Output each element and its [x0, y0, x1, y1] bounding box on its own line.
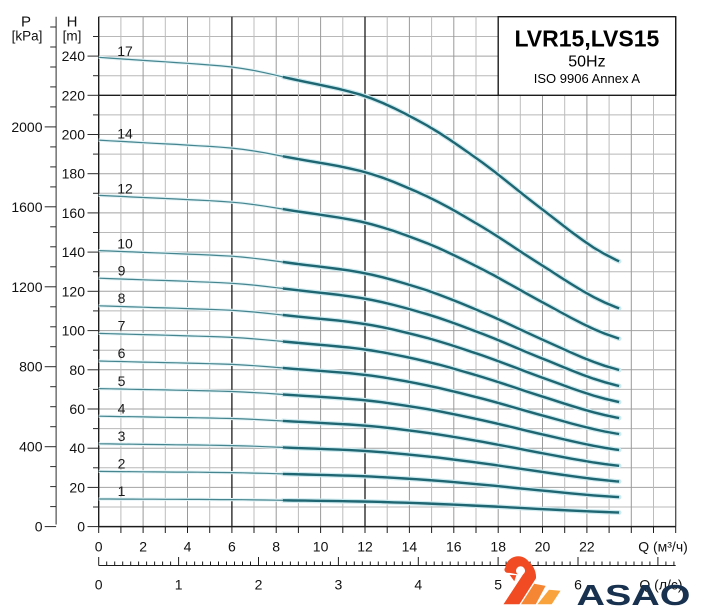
svg-text:0: 0: [77, 519, 85, 535]
svg-text:[kPa]: [kPa]: [12, 29, 43, 44]
svg-text:3: 3: [118, 428, 126, 444]
svg-text:4: 4: [118, 400, 126, 416]
svg-text:40: 40: [69, 440, 85, 456]
svg-text:16: 16: [446, 539, 462, 555]
svg-text:2000: 2000: [11, 119, 42, 135]
svg-text:160: 160: [62, 205, 86, 221]
svg-text:5: 5: [118, 373, 126, 389]
svg-text:2: 2: [255, 577, 263, 593]
svg-text:22: 22: [579, 539, 595, 555]
svg-text:P: P: [21, 14, 31, 31]
svg-text:220: 220: [62, 87, 86, 103]
svg-text:120: 120: [62, 283, 86, 299]
svg-text:10: 10: [313, 539, 329, 555]
svg-text:4: 4: [414, 577, 422, 593]
svg-text:60: 60: [69, 401, 85, 417]
svg-text:8: 8: [272, 539, 280, 555]
svg-text:4: 4: [184, 539, 192, 555]
svg-text:0: 0: [95, 577, 103, 593]
svg-text:12: 12: [357, 539, 373, 555]
svg-text:400: 400: [19, 439, 43, 455]
svg-text:ISO 9906 Annex A: ISO 9906 Annex A: [534, 71, 641, 86]
svg-text:2: 2: [139, 539, 147, 555]
svg-text:20: 20: [535, 539, 551, 555]
svg-text:10: 10: [117, 235, 133, 251]
svg-text:2: 2: [118, 455, 126, 471]
svg-text:Q (л/с): Q (л/с): [639, 577, 682, 593]
svg-text:7: 7: [118, 318, 126, 334]
svg-text:18: 18: [490, 539, 506, 555]
svg-text:0: 0: [35, 519, 43, 535]
svg-text:5: 5: [494, 577, 502, 593]
svg-text:LVR15,LVS15: LVR15,LVS15: [514, 26, 659, 52]
svg-text:6: 6: [118, 345, 126, 361]
svg-text:6: 6: [574, 577, 582, 593]
svg-text:1600: 1600: [11, 199, 42, 215]
svg-text:240: 240: [62, 48, 86, 64]
svg-text:14: 14: [117, 125, 133, 141]
svg-text:1200: 1200: [11, 279, 42, 295]
svg-text:12: 12: [117, 180, 133, 196]
svg-text:1: 1: [118, 483, 126, 499]
svg-text:0: 0: [95, 539, 103, 555]
svg-text:20: 20: [69, 479, 85, 495]
svg-text:ASAO: ASAO: [577, 580, 691, 606]
svg-text:3: 3: [335, 577, 343, 593]
svg-text:H: H: [67, 14, 78, 31]
svg-text:140: 140: [62, 244, 86, 260]
svg-text:800: 800: [19, 359, 43, 375]
svg-text:6: 6: [228, 539, 236, 555]
svg-text:200: 200: [62, 127, 86, 143]
svg-text:50Hz: 50Hz: [568, 54, 605, 71]
svg-text:8: 8: [118, 290, 126, 306]
svg-text:180: 180: [62, 166, 86, 182]
svg-text:Q (м³/ч): Q (м³/ч): [638, 539, 688, 555]
svg-text:14: 14: [402, 539, 418, 555]
svg-text:80: 80: [69, 362, 85, 378]
svg-text:[m]: [m]: [63, 29, 82, 44]
svg-text:17: 17: [117, 43, 133, 59]
svg-text:100: 100: [62, 323, 86, 339]
svg-text:9: 9: [118, 263, 126, 279]
svg-text:1: 1: [175, 577, 183, 593]
